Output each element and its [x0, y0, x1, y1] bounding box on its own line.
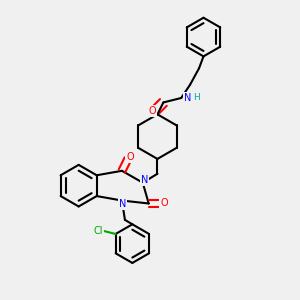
Text: N: N: [141, 175, 148, 185]
Text: Cl: Cl: [94, 226, 103, 236]
Text: O: O: [160, 199, 168, 208]
Text: H: H: [193, 94, 200, 103]
Text: O: O: [148, 106, 156, 116]
Text: N: N: [119, 199, 126, 209]
Text: O: O: [127, 152, 134, 162]
Text: N: N: [184, 93, 191, 103]
